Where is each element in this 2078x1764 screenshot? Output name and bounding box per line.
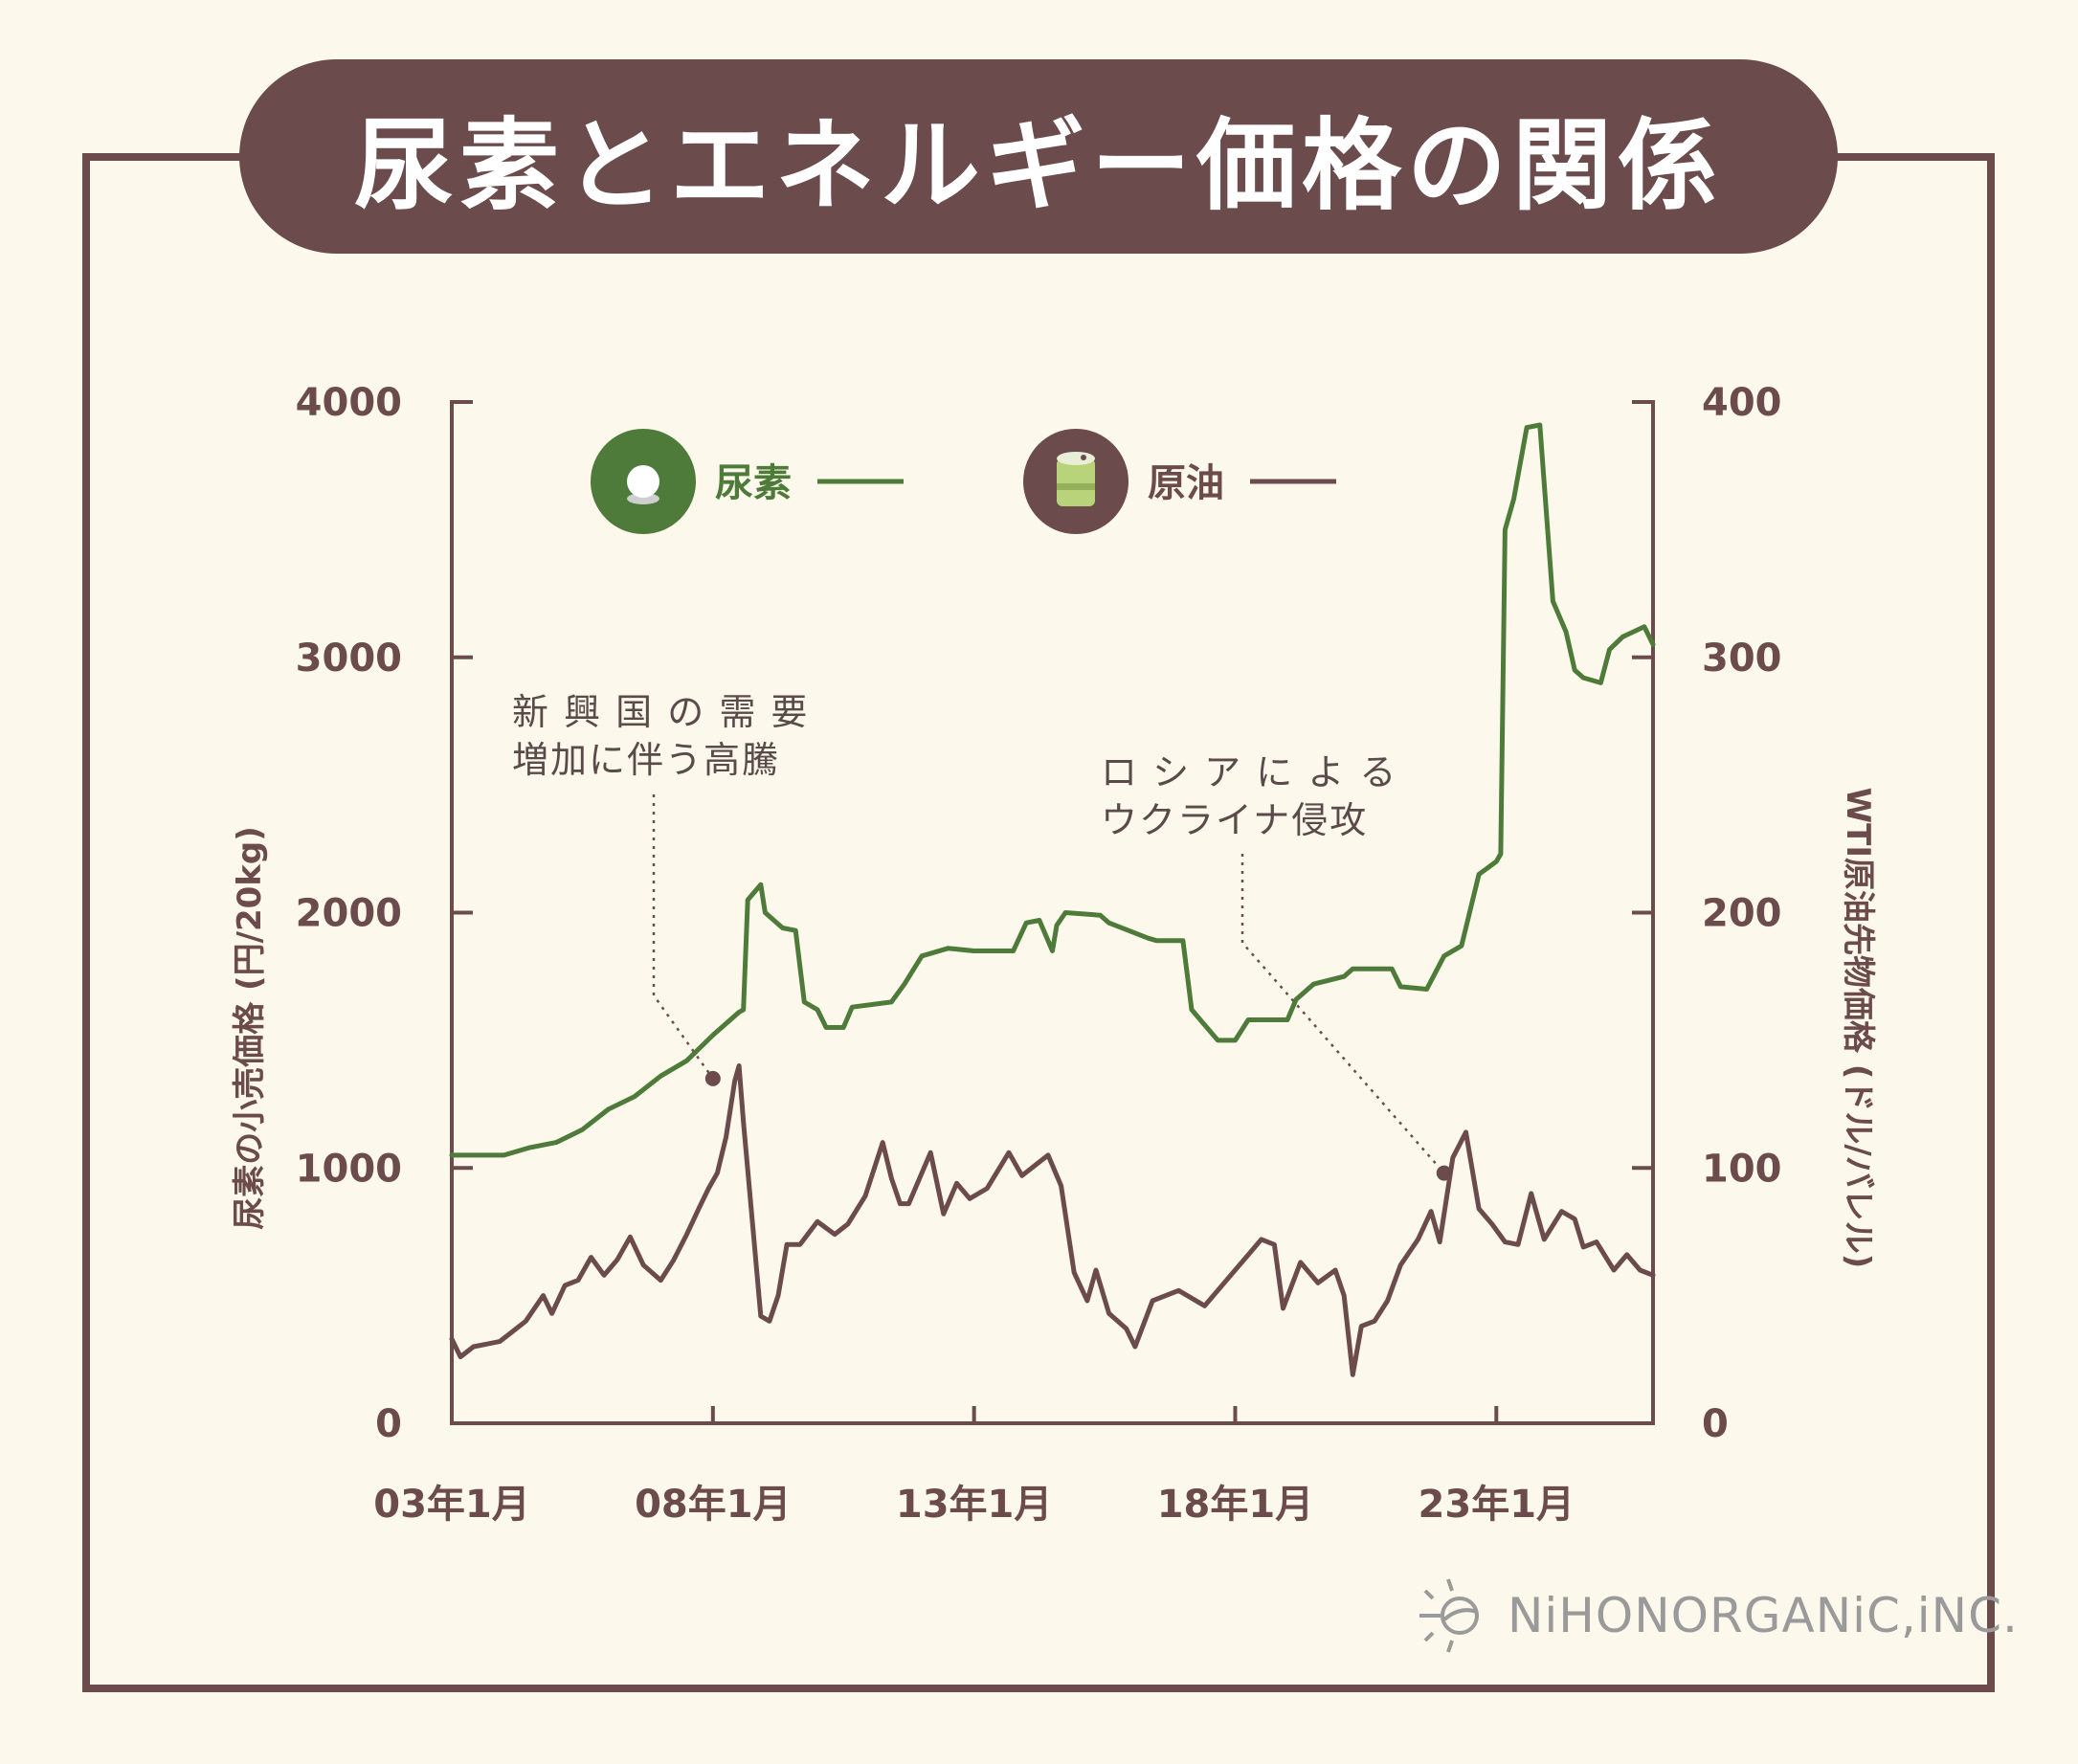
company-logo: NiHONORGANiC,iNC. (1412, 1577, 2019, 1654)
right-tick-label: 200 (1702, 892, 1782, 936)
left-axis-label: 尿素の小売価格 (円/20kg) (231, 826, 269, 1230)
crude-oil-series-line (449, 1063, 1656, 1377)
legend-entry: 尿素 (591, 429, 904, 534)
right-tick-label: 300 (1702, 636, 1782, 681)
urea-series-line (449, 422, 1656, 1158)
annotation-leader-line (1240, 854, 1445, 1174)
x-tick-label: 13年1月 (896, 1483, 1053, 1527)
logo-text: NiHONORGANiC,iNC. (1508, 1588, 2019, 1643)
left-tick-label: 4000 (296, 381, 402, 425)
annotation-text-line: ロ シ ア に よ る (1101, 751, 1397, 793)
oil-can-icon (1057, 452, 1095, 506)
annotation-marker-dot (704, 1070, 721, 1086)
series-lines (449, 422, 1656, 1377)
pearl-shadow (627, 493, 659, 504)
title-banner: 尿素とエネルギー価格の関係 (239, 59, 1838, 254)
chart-title: 尿素とエネルギー価格の関係 (353, 107, 1723, 224)
can-band (1057, 483, 1095, 490)
left-tick-label: 0 (375, 1402, 402, 1446)
annotation-leader-line (652, 794, 714, 1080)
axes (450, 402, 1655, 1425)
left-tick-label: 2000 (296, 892, 402, 936)
can-top (1057, 452, 1095, 465)
annotation-text-line: ウクライナ侵攻 (1101, 799, 1368, 841)
ticks: 0 1000 2000 3000 4000 0 100 200 300 400 03年1月 08年1月… (296, 381, 1782, 1527)
x-tick-label: 08年1月 (635, 1483, 792, 1527)
x-tick-label: 03年1月 (373, 1483, 530, 1527)
x-tick-label: 23年1月 (1419, 1483, 1575, 1527)
right-tick-label: 0 (1702, 1402, 1729, 1446)
pearl-body (627, 465, 659, 498)
annotation-text-line: 新 興 国 の 需 要 (512, 691, 809, 733)
annotation-text-line: 増加に伴う高騰 (512, 739, 780, 781)
right-tick-label: 400 (1702, 381, 1782, 425)
white-pearl-icon (627, 465, 659, 504)
legend-label: 尿素 (715, 461, 792, 505)
legend: 尿素 原油 (591, 429, 1336, 534)
sun-face-logo-icon (1419, 1578, 1479, 1653)
left-tick-label: 1000 (296, 1147, 402, 1191)
left-tick-label: 3000 (296, 636, 402, 681)
right-axis-label: WTI原油先物価格 (ドル/バレル) (1839, 788, 1877, 1269)
legend-label: 原油 (1148, 461, 1224, 505)
can-cap (1081, 455, 1086, 460)
can-body (1057, 458, 1095, 506)
legend-entry: 原油 (1023, 429, 1336, 534)
right-tick-label: 100 (1702, 1147, 1782, 1191)
x-tick-label: 18年1月 (1157, 1483, 1314, 1527)
